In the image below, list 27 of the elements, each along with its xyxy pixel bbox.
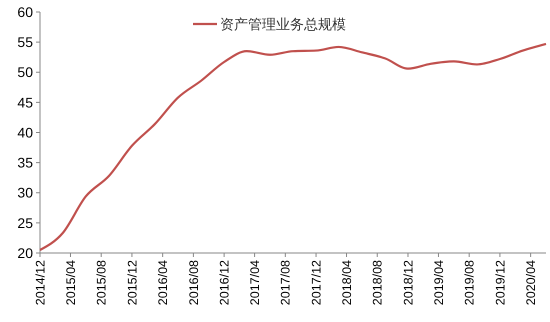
x-tick-label: 2018/12 [401, 260, 416, 306]
legend-label: 资产管理业务总规模 [220, 16, 346, 32]
x-tick-label: 2016/04 [156, 260, 170, 306]
y-tick-label: 35 [17, 154, 34, 171]
x-tick-label: 2019/12 [493, 260, 508, 306]
x-tick-label: 2016/08 [186, 260, 201, 306]
x-tick-label: 2015/08 [94, 260, 109, 306]
x-tick-label: 2020/04 [524, 260, 538, 306]
y-tick-label: 40 [17, 124, 34, 140]
x-tick-label: 2018/08 [370, 260, 385, 306]
x-tick-label: 2019/04 [432, 260, 446, 306]
x-tick-label: 2017/04 [248, 260, 262, 306]
y-tick-label: 60 [17, 4, 34, 20]
x-tick-label: 2017/12 [309, 260, 324, 306]
y-tick-label: 55 [17, 34, 34, 50]
x-tick-label: 2015/04 [64, 260, 78, 306]
x-tick-label: 2019/08 [462, 260, 477, 306]
y-tick-label: 50 [17, 64, 34, 80]
y-tick-label: 20 [17, 244, 34, 261]
x-tick-label: 2016/12 [217, 260, 232, 306]
y-tick-label: 45 [17, 94, 34, 110]
y-tick-label: 30 [17, 184, 34, 201]
y-tick-label: 25 [17, 214, 34, 231]
x-tick-label: 2014/12 [33, 260, 48, 306]
x-tick-label: 2015/12 [125, 260, 140, 306]
x-tick-label: 2018/04 [340, 260, 354, 306]
x-tick-label: 2017/08 [278, 260, 293, 306]
